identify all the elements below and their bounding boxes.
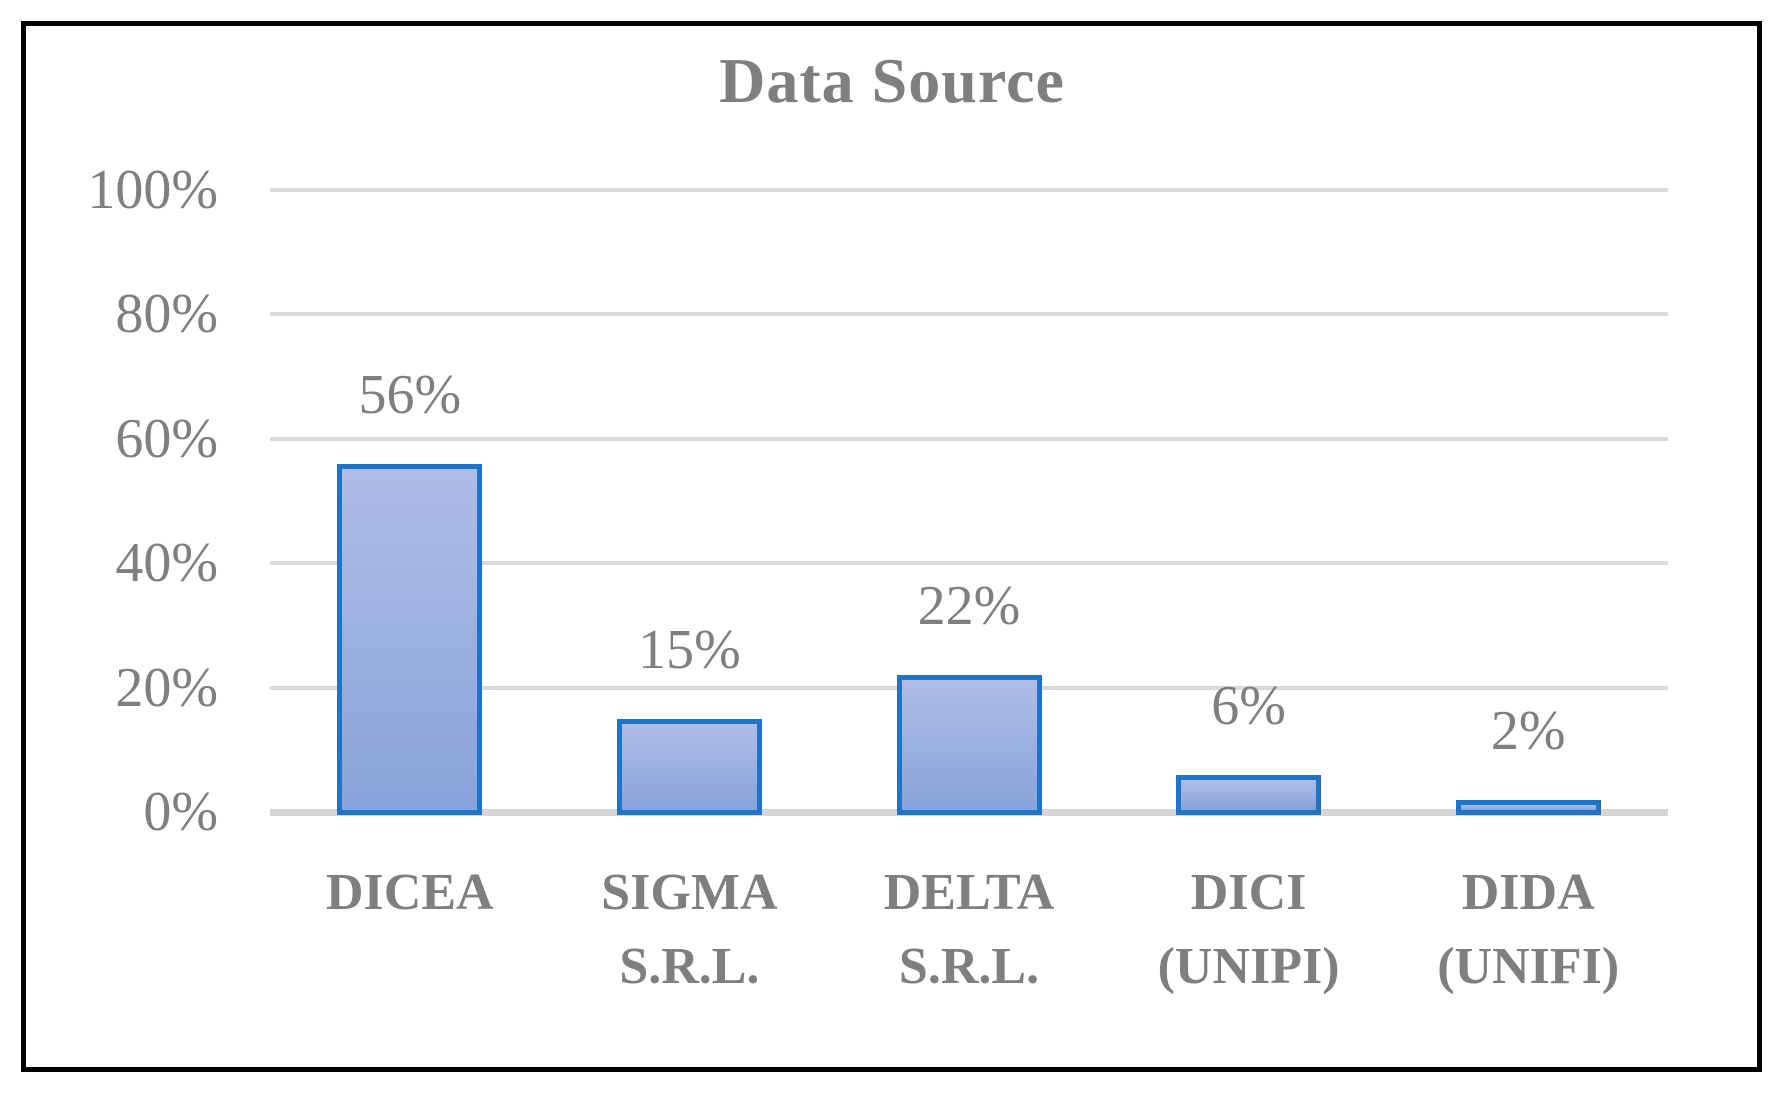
chart-title: Data Source [719,45,1065,116]
x-axis-label-delta-s-r-l: DELTA S.R.L. [883,864,1055,995]
x-axis-label-dida-unifi: DIDA (UNIFI) [1437,864,1620,995]
gridline-80 [270,312,1668,317]
y-axis-tick-label-40: 40% [115,532,218,595]
bar-value-label-delta-s-r-l: 22% [917,575,1021,638]
gridline-40 [270,561,1668,566]
x-axis-label-dicea: DICEA [326,864,494,921]
chart-border-frame [21,21,1762,1072]
y-axis-tick-label-20: 20% [115,656,218,719]
bar-delta-s-r-l [896,675,1042,815]
x-axis-label-dici-unipi: DICI (UNIPI) [1157,864,1340,995]
bar-sigma-s-r-l [616,718,762,815]
y-axis-tick-label-60: 60% [115,407,218,470]
bar-value-label-dici-unipi: 6% [1211,674,1286,737]
y-axis-tick-label-80: 80% [115,283,218,346]
bar-value-label-dicea: 56% [358,363,462,426]
y-axis-tick-label-0: 0% [143,781,218,843]
bar-value-label-sigma-s-r-l: 15% [638,618,741,681]
bar-dici-unipi [1176,774,1322,815]
bar-dida-unifi [1455,799,1601,815]
bar-dicea [337,463,483,815]
bar-value-label-dida-unifi: 2% [1490,699,1566,762]
x-axis-label-sigma-s-r-l: SIGMA S.R.L. [601,864,778,995]
gridline-100 [270,188,1668,192]
y-axis-tick-label-100: 100% [87,159,218,221]
gridline-60 [270,436,1668,441]
